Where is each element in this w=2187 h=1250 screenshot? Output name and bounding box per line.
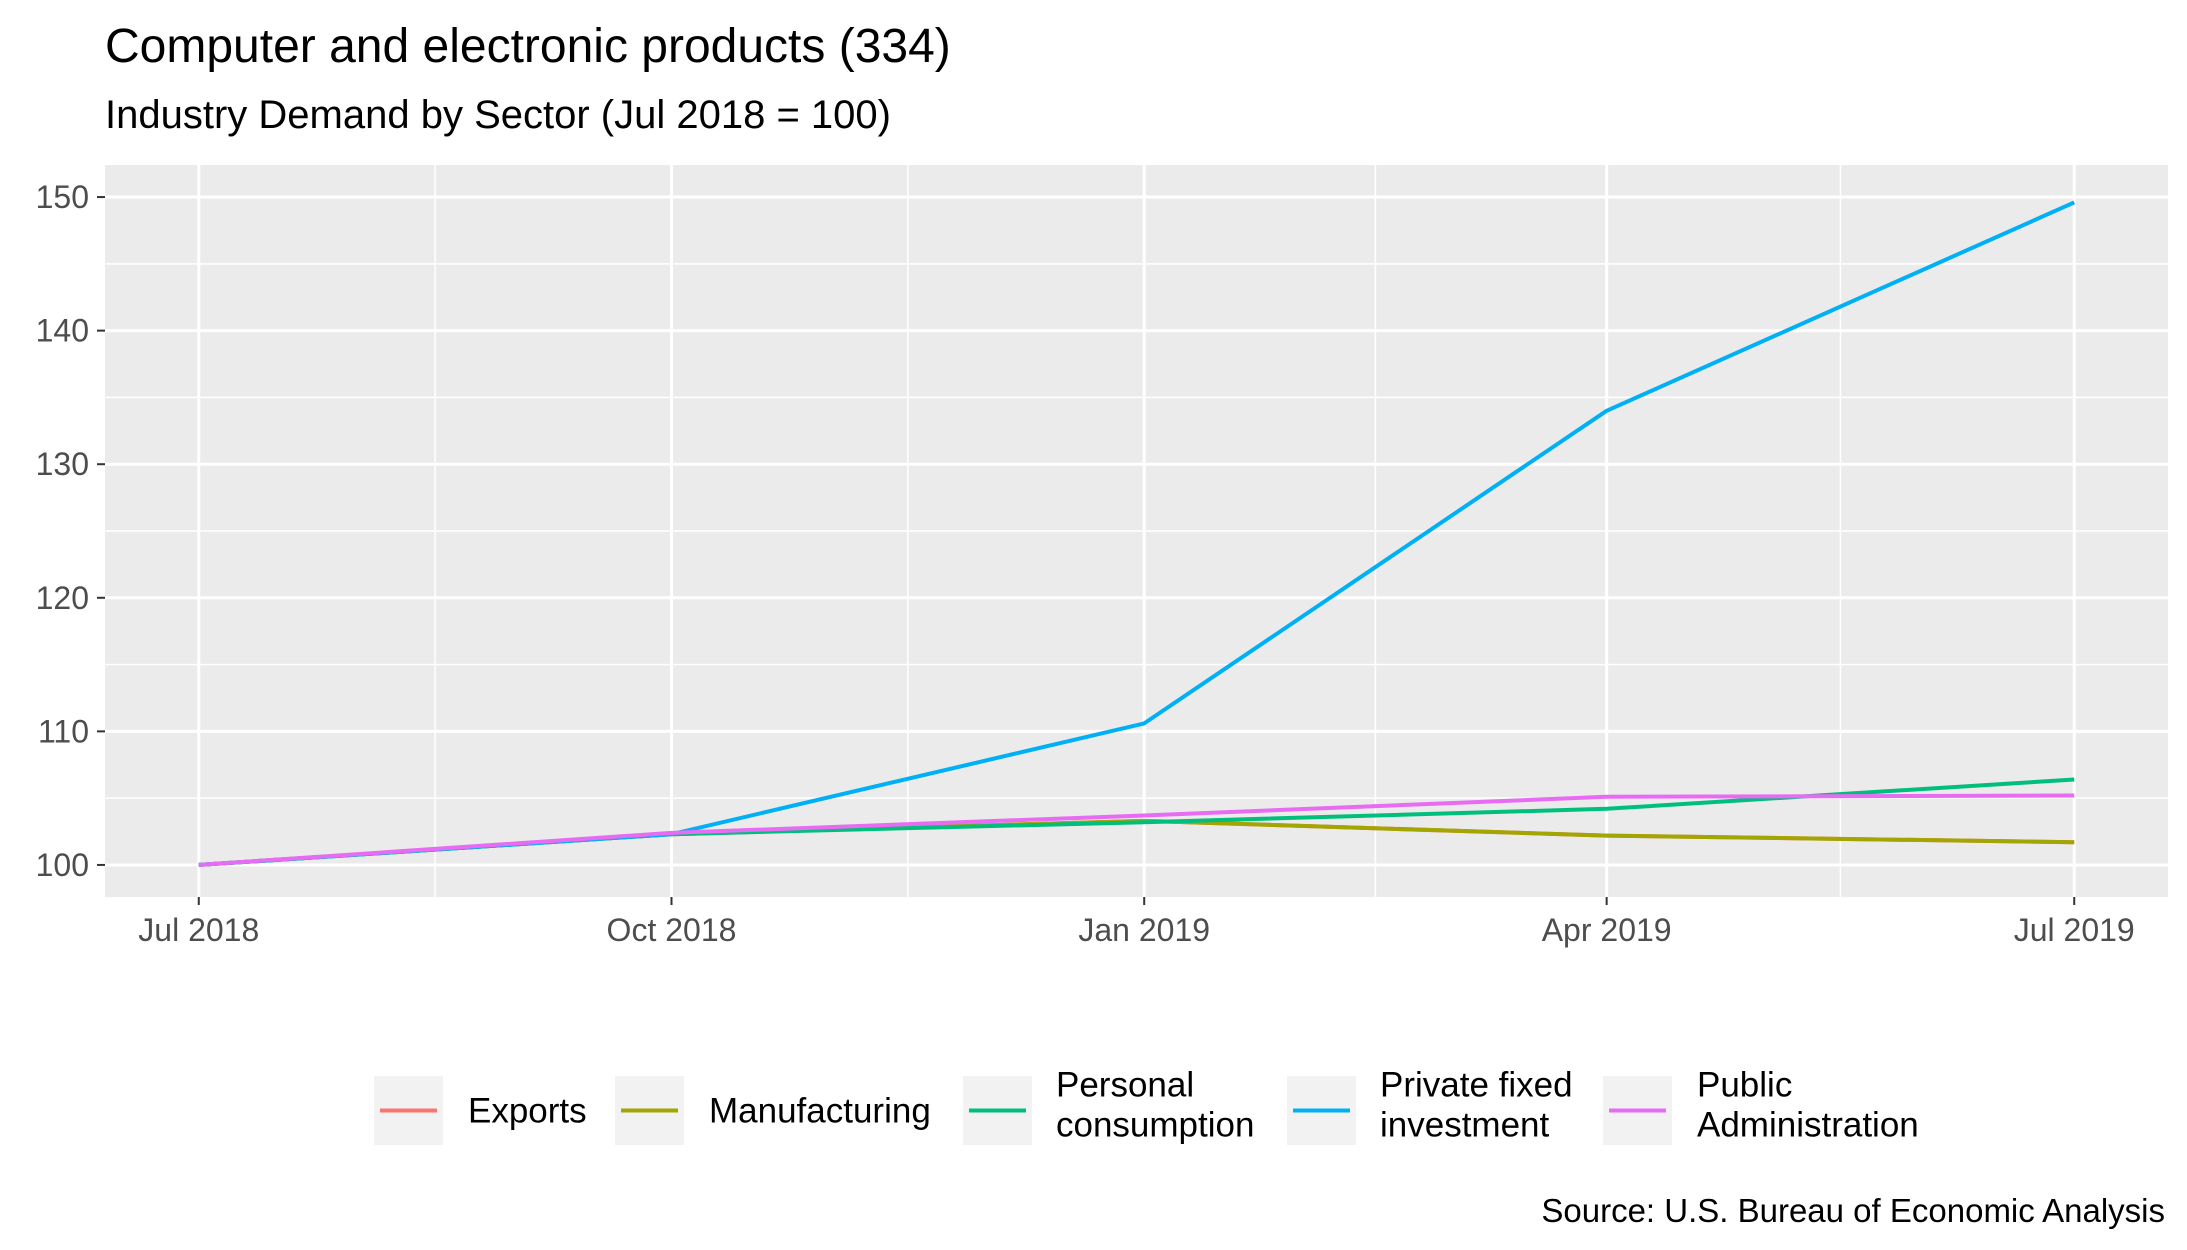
chart-title: Computer and electronic products (334) xyxy=(105,20,951,73)
legend-label: Manufacturing xyxy=(709,1092,931,1131)
x-tick-label: Oct 2018 xyxy=(607,912,737,948)
legend-label: Private fixed xyxy=(1380,1066,1573,1105)
y-tick-label: 100 xyxy=(36,847,89,883)
legend-label: Administration xyxy=(1697,1106,1919,1145)
x-axis: Jul 2018 Oct 2018 Jan 2019 Apr 2019 Jul 2019 xyxy=(138,897,2135,948)
x-tick-label: Jan 2019 xyxy=(1078,912,1210,948)
legend: Exports ManufacturingPersonalconsumptionP… xyxy=(374,1066,1919,1145)
y-tick-label: 130 xyxy=(36,446,89,482)
y-tick-label: 110 xyxy=(38,713,89,749)
legend-label: Public xyxy=(1697,1066,1792,1105)
x-tick-label: Jul 2018 xyxy=(138,912,259,948)
legend-label: Exports xyxy=(468,1092,587,1131)
y-tick-label: 140 xyxy=(36,313,89,349)
minor-gridlines xyxy=(105,165,2168,897)
y-axis: 100 110 120 130 140 150 xyxy=(36,179,105,883)
major-gridlines xyxy=(105,165,2168,897)
chart-subtitle: Industry Demand by Sector (Jul 2018 = 10… xyxy=(105,93,891,137)
series-line-public-administration xyxy=(198,793,2075,867)
y-tick-label: 150 xyxy=(36,179,89,215)
legend-label: investment xyxy=(1380,1106,1550,1145)
series-lines xyxy=(198,200,2076,867)
legend-item-manufacturing: Manufacturing xyxy=(615,1076,931,1145)
x-tick-label: Apr 2019 xyxy=(1542,912,1672,948)
chart-caption: Source: U.S. Bureau of Economic Analysis xyxy=(1541,1192,2165,1229)
y-tick-label: 120 xyxy=(36,580,89,616)
legend-label: Personal xyxy=(1056,1066,1194,1105)
legend-label: consumption xyxy=(1056,1106,1254,1145)
legend-item-exports: Exports xyxy=(374,1076,587,1145)
x-tick-label: Jul 2019 xyxy=(2014,912,2135,948)
